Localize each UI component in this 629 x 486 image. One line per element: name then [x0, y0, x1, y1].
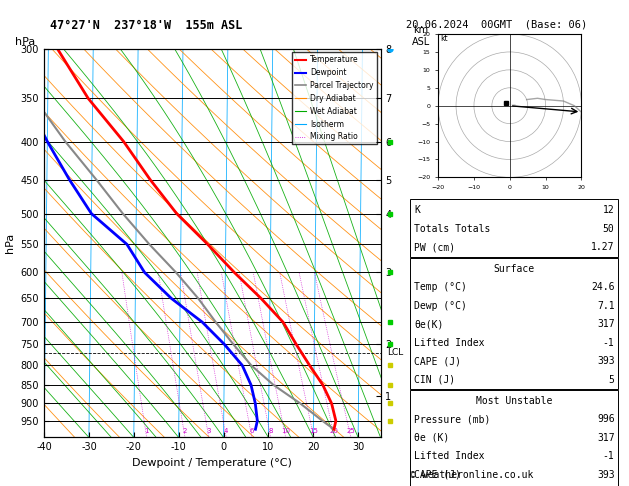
Text: 12: 12 [603, 206, 615, 215]
Text: 1: 1 [145, 428, 149, 434]
Text: Most Unstable: Most Unstable [476, 396, 552, 406]
Text: CAPE (J): CAPE (J) [414, 470, 461, 480]
Text: 47°27'N  237°18'W  155m ASL: 47°27'N 237°18'W 155m ASL [50, 18, 243, 32]
Text: -1: -1 [603, 451, 615, 461]
X-axis label: Dewpoint / Temperature (°C): Dewpoint / Temperature (°C) [132, 458, 292, 468]
Text: 8: 8 [269, 428, 273, 434]
Text: 393: 393 [597, 356, 615, 366]
Text: PW (cm): PW (cm) [414, 243, 455, 252]
Text: 7.1: 7.1 [597, 301, 615, 311]
Text: kt: kt [440, 34, 448, 43]
Text: 25: 25 [347, 428, 355, 434]
Y-axis label: hPa: hPa [5, 233, 15, 253]
Text: K: K [414, 206, 420, 215]
Text: Dewp (°C): Dewp (°C) [414, 301, 467, 311]
Text: Lifted Index: Lifted Index [414, 338, 484, 347]
Text: 24.6: 24.6 [591, 282, 615, 292]
Text: θe(K): θe(K) [414, 319, 443, 329]
Text: Lifted Index: Lifted Index [414, 451, 484, 461]
Text: Pressure (mb): Pressure (mb) [414, 415, 490, 424]
Text: -1: -1 [603, 338, 615, 347]
Text: km
ASL: km ASL [412, 25, 430, 47]
Text: 15: 15 [309, 428, 318, 434]
Text: Totals Totals: Totals Totals [414, 224, 490, 234]
Text: CAPE (J): CAPE (J) [414, 356, 461, 366]
Legend: Temperature, Dewpoint, Parcel Trajectory, Dry Adiabat, Wet Adiabat, Isotherm, Mi: Temperature, Dewpoint, Parcel Trajectory… [292, 52, 377, 144]
Text: 317: 317 [597, 433, 615, 443]
Text: 1.27: 1.27 [591, 243, 615, 252]
Text: hPa: hPa [16, 36, 36, 47]
Text: LCL: LCL [387, 348, 404, 358]
Text: θe (K): θe (K) [414, 433, 449, 443]
Text: 5: 5 [609, 375, 615, 384]
Text: 3: 3 [206, 428, 211, 434]
Text: Temp (°C): Temp (°C) [414, 282, 467, 292]
Text: CIN (J): CIN (J) [414, 375, 455, 384]
Text: 4: 4 [224, 428, 228, 434]
Text: 393: 393 [597, 470, 615, 480]
Text: 317: 317 [597, 319, 615, 329]
Text: 2: 2 [183, 428, 187, 434]
Text: Surface: Surface [493, 264, 535, 274]
Text: 20: 20 [330, 428, 339, 434]
Text: © weatheronline.co.uk: © weatheronline.co.uk [410, 469, 533, 480]
Text: 10: 10 [281, 428, 290, 434]
Text: 50: 50 [603, 224, 615, 234]
Text: 6: 6 [250, 428, 254, 434]
Text: 20.06.2024  00GMT  (Base: 06): 20.06.2024 00GMT (Base: 06) [406, 19, 587, 30]
Text: 996: 996 [597, 415, 615, 424]
Text: Mixing Ratio (g/kg): Mixing Ratio (g/kg) [443, 200, 452, 286]
